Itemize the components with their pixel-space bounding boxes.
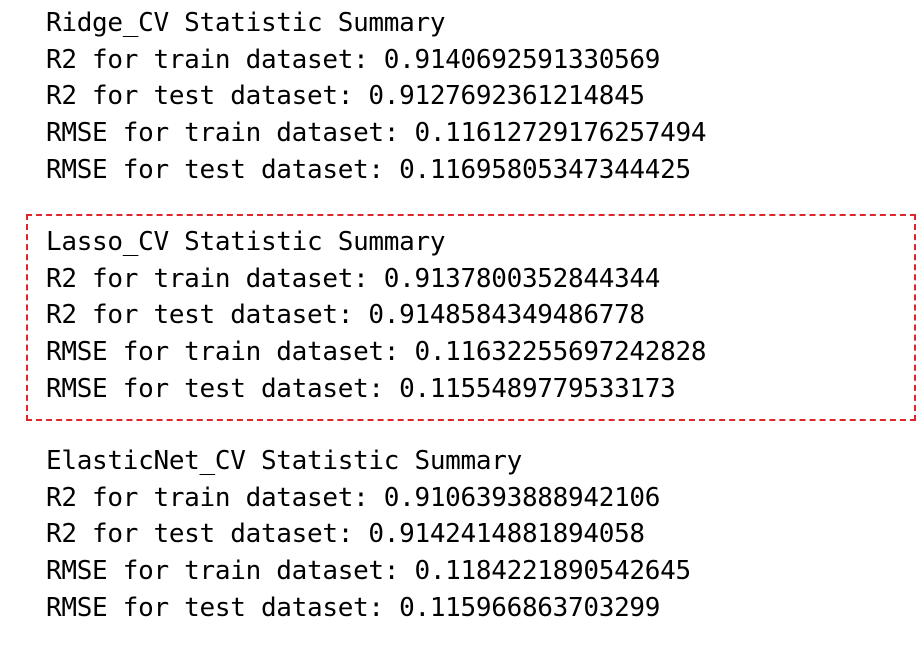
rmse-train-line: RMSE for train dataset: 0.11632255697242…	[46, 337, 707, 368]
r2-test-line: R2 for test dataset: 0.9142414881894058	[46, 519, 645, 550]
rmse-test-line: RMSE for test dataset: 0.116958053473444…	[46, 154, 691, 185]
lasso-highlight-frame	[26, 214, 916, 421]
lasso-cv-summary: Lasso_CV Statistic Summary R2 for train …	[46, 224, 707, 408]
rmse-train-line: RMSE for train dataset: 0.11612729176257…	[46, 118, 707, 149]
elasticnet-cv-summary: ElasticNet_CV Statistic Summary R2 for t…	[46, 443, 691, 627]
rmse-train-line: RMSE for train dataset: 0.11842218905426…	[46, 556, 691, 587]
ridge-cv-summary: Ridge_CV Statistic Summary R2 for train …	[46, 5, 707, 189]
r2-train-line: R2 for train dataset: 0.9140692591330569	[46, 44, 661, 75]
rmse-test-line: RMSE for test dataset: 0.115966863703299	[46, 592, 661, 623]
r2-train-line: R2 for train dataset: 0.9106393888942106	[46, 482, 661, 513]
summary-title: ElasticNet_CV Statistic Summary	[46, 446, 522, 476]
rmse-test-line: RMSE for test dataset: 0.115548977953317…	[46, 373, 676, 404]
r2-train-line: R2 for train dataset: 0.9137800352844344	[46, 263, 661, 294]
summary-title: Lasso_CV Statistic Summary	[46, 227, 446, 257]
r2-test-line: R2 for test dataset: 0.9148584349486778	[46, 300, 645, 331]
r2-test-line: R2 for test dataset: 0.9127692361214845	[46, 81, 645, 112]
summary-title: Ridge_CV Statistic Summary	[46, 8, 446, 38]
